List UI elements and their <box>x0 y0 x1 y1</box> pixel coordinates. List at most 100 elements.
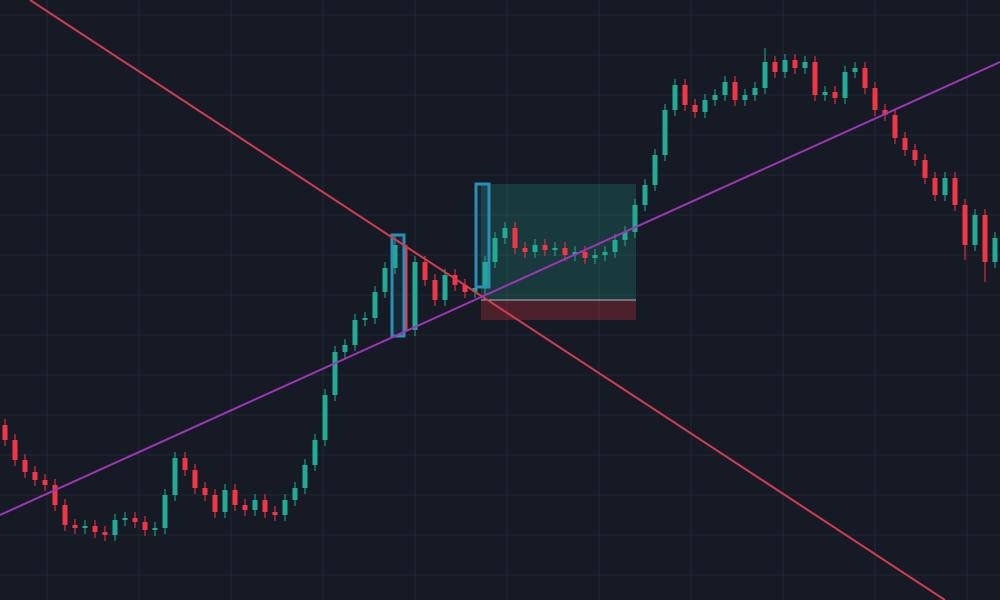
candle-body <box>142 522 148 530</box>
candle-body <box>112 520 118 535</box>
candle-body <box>422 262 428 280</box>
candle-body <box>152 528 158 530</box>
candle-body <box>242 505 248 510</box>
candle-body <box>12 440 18 460</box>
candle-body <box>282 500 288 515</box>
highlight-box <box>474 182 491 289</box>
candle-body <box>482 262 488 288</box>
candle-body <box>672 85 678 110</box>
candle-body <box>822 92 828 95</box>
candle-body <box>442 275 448 300</box>
candle-body <box>962 205 968 245</box>
candle-body <box>332 352 338 395</box>
candle-body <box>812 62 818 95</box>
candle-body <box>762 62 768 88</box>
candle-body <box>712 95 718 100</box>
candle-body <box>742 95 748 100</box>
candle-body <box>292 488 298 500</box>
candle-body <box>522 248 528 252</box>
candle-body <box>22 460 28 472</box>
candle-body <box>362 318 368 320</box>
candle-body <box>412 262 418 330</box>
candle-body <box>542 245 548 250</box>
candle-body <box>552 248 558 250</box>
candle-body <box>682 85 688 105</box>
candle-body <box>652 155 658 185</box>
candle-body <box>532 245 538 252</box>
candle-body <box>562 248 568 255</box>
candle-body <box>462 285 468 292</box>
candle-body <box>922 160 928 178</box>
candle-body <box>772 62 778 72</box>
candle-body <box>912 150 918 160</box>
candle-body <box>2 425 8 440</box>
stop-zone <box>481 300 636 320</box>
candle-body <box>62 505 68 525</box>
candle-body <box>622 232 628 240</box>
candle-body <box>792 60 798 68</box>
candle-body <box>802 62 808 68</box>
candle-body <box>52 485 58 505</box>
candle-body <box>872 88 878 110</box>
candle-body <box>92 526 98 532</box>
candle-body <box>782 60 788 72</box>
candle-body <box>42 480 48 485</box>
candle-body <box>852 68 858 72</box>
candle-body <box>492 238 498 262</box>
candle-body <box>472 288 478 292</box>
candle-body <box>582 252 588 258</box>
candle-body <box>972 215 978 245</box>
candle-body <box>192 470 198 488</box>
candle-body <box>122 518 128 520</box>
candle-body <box>592 255 598 258</box>
candle-body <box>172 458 178 495</box>
candle-body <box>272 512 278 515</box>
candle-body <box>832 92 838 98</box>
candle-body <box>602 252 608 255</box>
candle-body <box>302 465 308 488</box>
candle-body <box>902 138 908 150</box>
candle-body <box>842 72 848 98</box>
candle-body <box>312 440 318 465</box>
candle-body <box>182 458 188 470</box>
trend-line <box>29 0 946 600</box>
candle-body <box>662 110 668 155</box>
highlight-box <box>390 233 406 338</box>
candle-body <box>452 275 458 285</box>
candle-body <box>732 82 738 100</box>
candle-body <box>882 110 888 115</box>
target-zone <box>481 184 636 300</box>
candle-body <box>642 185 648 205</box>
trend-line <box>0 61 1000 516</box>
candle-body <box>72 525 78 528</box>
candle-body <box>932 178 938 195</box>
candle-body <box>82 526 88 528</box>
candle-body <box>352 320 358 345</box>
candle-body <box>942 178 948 195</box>
candle-body <box>752 88 758 95</box>
candle-body <box>202 488 208 495</box>
candle-body <box>232 490 238 505</box>
candle-body <box>992 238 998 262</box>
candle-body <box>32 472 38 480</box>
candle-body <box>132 518 138 522</box>
candle-body <box>212 495 218 512</box>
candle-body <box>982 215 988 262</box>
candle-body <box>632 205 638 232</box>
candle-body <box>102 532 108 535</box>
candle-body <box>382 268 388 292</box>
candle-body <box>512 228 518 248</box>
candle-body <box>392 245 398 268</box>
candle-body <box>692 105 698 112</box>
candle-body <box>372 292 378 318</box>
candle-body <box>502 228 508 238</box>
candle-body <box>162 495 168 528</box>
candle-body <box>322 395 328 440</box>
candle-body <box>952 178 958 205</box>
candle-body <box>432 280 438 300</box>
candle-body <box>892 115 898 138</box>
candle-body <box>252 500 258 510</box>
candle-body <box>612 240 618 252</box>
